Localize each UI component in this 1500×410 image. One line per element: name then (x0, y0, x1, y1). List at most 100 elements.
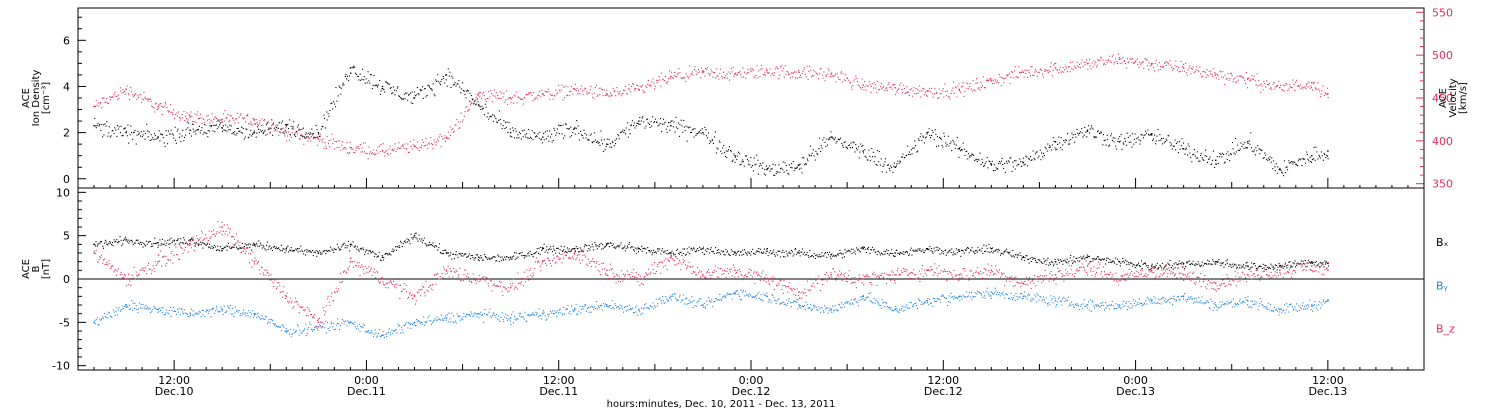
velocity-point (908, 91, 910, 93)
by-point (771, 294, 773, 296)
by-point (1121, 303, 1123, 305)
velocity-point (394, 143, 396, 145)
by-point (1030, 300, 1032, 302)
ion-density-point (1320, 151, 1322, 153)
ion-density-point (597, 140, 599, 142)
bx-point (477, 259, 479, 261)
by-point (454, 320, 456, 322)
by-point (858, 299, 860, 301)
velocity-point (753, 75, 755, 77)
bx-point (130, 239, 132, 241)
ion-density-point (760, 164, 762, 166)
by-point (1244, 296, 1246, 298)
bx-point (289, 249, 291, 251)
by-point (509, 320, 511, 322)
ion-density-point (1196, 151, 1198, 153)
ion-density-point (1035, 151, 1037, 153)
bx-point (264, 248, 266, 250)
velocity-point (924, 91, 926, 93)
velocity-point (957, 85, 959, 87)
by-point (1061, 304, 1063, 306)
by-point (583, 306, 585, 308)
velocity-point (400, 147, 402, 149)
by-point (998, 294, 1000, 296)
by-point (221, 310, 223, 312)
by-point (886, 306, 888, 308)
velocity-point (764, 71, 766, 73)
ion-density-point (788, 173, 790, 175)
bx-point (621, 247, 623, 249)
bx-point (506, 256, 508, 258)
bx-point (624, 250, 626, 252)
velocity-point (422, 141, 424, 143)
bx-point (170, 237, 172, 239)
ion-density-point (1201, 157, 1203, 159)
velocity-point (1267, 83, 1269, 85)
bx-point (580, 249, 582, 251)
bx-point (370, 251, 372, 253)
by-point (959, 299, 961, 301)
by-point (895, 305, 897, 307)
velocity-point (95, 105, 97, 107)
velocity-point (685, 73, 687, 75)
velocity-point (1322, 85, 1324, 87)
velocity-point (164, 101, 166, 103)
velocity-point (965, 82, 967, 84)
velocity-point (860, 88, 862, 90)
velocity-point (779, 74, 781, 76)
by-point (523, 318, 525, 320)
velocity-point (1218, 78, 1220, 80)
by-point (783, 301, 785, 303)
by-point (1126, 309, 1128, 311)
ion-density-point (295, 135, 297, 137)
ion-density-point (1216, 156, 1218, 158)
velocity-point (1100, 56, 1102, 58)
velocity-point (503, 93, 505, 95)
by-point (427, 317, 429, 319)
velocity-point (523, 96, 525, 98)
by-point (462, 316, 464, 318)
ion-density-point (1140, 140, 1142, 142)
ion-density-point (1072, 137, 1074, 139)
by-point (825, 308, 827, 310)
velocity-point (1199, 66, 1201, 68)
velocity-point (1113, 63, 1115, 65)
bx-point (195, 242, 197, 244)
velocity-point (716, 75, 718, 77)
ion-density-point (1012, 161, 1014, 163)
ion-density-point (631, 120, 633, 122)
ion-density-point (242, 128, 244, 130)
by-point (396, 332, 398, 334)
velocity-point (352, 148, 354, 150)
by-point (910, 302, 912, 304)
velocity-point (1186, 74, 1188, 76)
ion-density-point (214, 131, 216, 133)
bx-point (468, 253, 470, 255)
velocity-data-point (253, 118, 255, 121)
velocity-point (1035, 70, 1037, 72)
by-point (791, 302, 793, 304)
by-point (793, 300, 795, 302)
ion-density-point (790, 166, 792, 168)
velocity-point (763, 73, 765, 75)
by-point (1172, 298, 1174, 300)
velocity-point (647, 83, 649, 85)
bx-point (647, 247, 649, 249)
ion-density-point (1327, 155, 1329, 157)
by-point (1105, 307, 1107, 309)
ion-density-point (901, 156, 903, 158)
by-point (586, 310, 588, 312)
bx-point (637, 247, 639, 249)
velocity-point (501, 92, 503, 94)
velocity-point (665, 82, 667, 84)
velocity-point (707, 67, 709, 69)
ion-density-point (728, 146, 730, 148)
velocity-point (452, 128, 454, 130)
by-point (580, 312, 582, 314)
velocity-point (870, 85, 872, 87)
velocity-point (795, 77, 797, 79)
by-point (212, 308, 214, 310)
ion-density-point (1000, 160, 1002, 162)
velocity-point (558, 84, 560, 86)
velocity-point (584, 87, 586, 89)
